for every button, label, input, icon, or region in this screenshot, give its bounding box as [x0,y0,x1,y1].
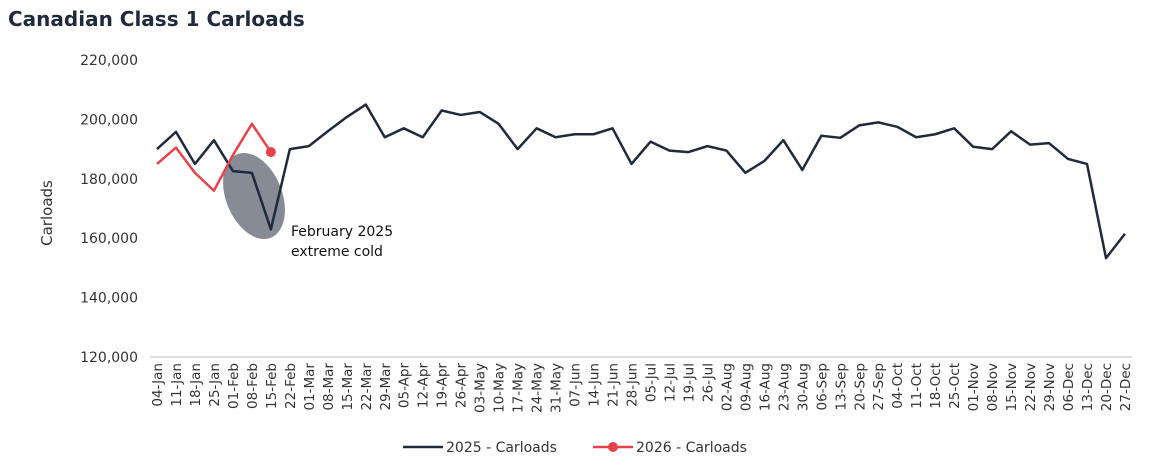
x-tick-label: 12-Apr [416,363,432,409]
series-line [156,122,272,192]
x-tick-label: 19-Apr [435,363,451,409]
x-tick-label: 25-Oct [947,363,963,409]
x-tick-label: 01-Feb [226,363,242,409]
x-tick-label: 16-Aug [757,363,773,411]
x-tick-label: 12-Jul [662,363,678,402]
x-tick-label: 06-Dec [1061,363,1077,411]
legend-label: 2025 - Carloads [446,440,557,456]
x-tick-label: 10-May [492,363,508,413]
x-tick-label: 20-Dec [1099,363,1115,411]
x-tick-label: 26-Jul [700,363,716,402]
x-tick-label: 31-May [549,363,565,413]
x-tick-label: 08-Mar [321,363,337,411]
x-tick-label: 17-May [511,363,527,413]
x-tick-label: 09-Aug [738,363,754,411]
x-tick-label: 21-Jun [606,363,622,407]
legend-label: 2026 - Carloads [636,440,747,456]
x-tick-label: 08-Feb [245,363,261,409]
x-tick-label: 11-Jan [169,363,185,407]
x-tick-label: 20-Sep [852,363,868,411]
x-tick-label: 06-Sep [814,363,830,411]
x-tick-label: 15-Feb [264,363,280,409]
x-tick-label: 15-Nov [1004,363,1020,411]
highlight-ellipse [223,152,285,240]
x-tick-label: 27-Dec [1118,363,1134,411]
x-tick-label: 11-Oct [909,363,925,409]
x-tick-label: 19-Jul [681,363,697,402]
x-tick-label: 04-Oct [890,363,906,409]
x-tick-label: 03-May [473,363,489,413]
x-tick-label: 24-May [530,363,546,413]
legend-marker [608,442,618,452]
x-tick-label: 29-Nov [1042,363,1058,411]
y-tick-label: 160,000 [80,231,138,247]
x-tick-label: 13-Sep [833,363,849,411]
x-tick-label: 02-Aug [719,363,735,411]
x-tick-label: 05-Jul [643,363,659,402]
annotation: extreme cold [291,244,383,260]
x-tick-label: 01-Nov [966,363,982,411]
x-tick-label: 22-Mar [359,363,375,411]
x-tick-label: 23-Aug [776,363,792,411]
y-axis-label: Carloads [38,180,56,246]
x-tick-label: 28-Jun [625,363,641,407]
x-tick-label: 29-Mar [378,363,394,411]
x-tick-label: 04-Jan [150,363,166,407]
x-tick-label: 14-Jun [587,363,603,407]
x-tick-label: 05-Apr [397,363,413,409]
x-tick-label: 08-Nov [985,363,1001,411]
y-tick-label: 120,000 [80,350,138,366]
x-tick-label: 15-Mar [340,363,356,411]
x-tick-label: 25-Jan [207,363,223,407]
x-tick-label: 26-Apr [454,363,470,409]
x-tick-label: 22-Feb [283,363,299,409]
x-tick-label: 01-Mar [302,363,318,411]
series-line [156,103,1126,260]
y-tick-label: 200,000 [80,112,138,128]
y-tick-label: 220,000 [80,53,138,69]
y-tick-label: 140,000 [80,291,138,307]
x-tick-label: 27-Sep [871,363,887,411]
chart-title: Canadian Class 1 Carloads [8,7,305,31]
x-tick-label: 18-Jan [188,363,204,407]
x-tick-label: 22-Nov [1023,363,1039,411]
x-tick-label: 18-Oct [928,363,944,409]
x-tick-label: 07-Jun [568,363,584,407]
x-tick-label: 30-Aug [795,363,811,411]
point-marker [265,147,276,158]
y-tick-label: 180,000 [80,172,138,188]
x-tick-label: 13-Dec [1080,363,1096,411]
annotation: February 2025 [291,224,393,240]
